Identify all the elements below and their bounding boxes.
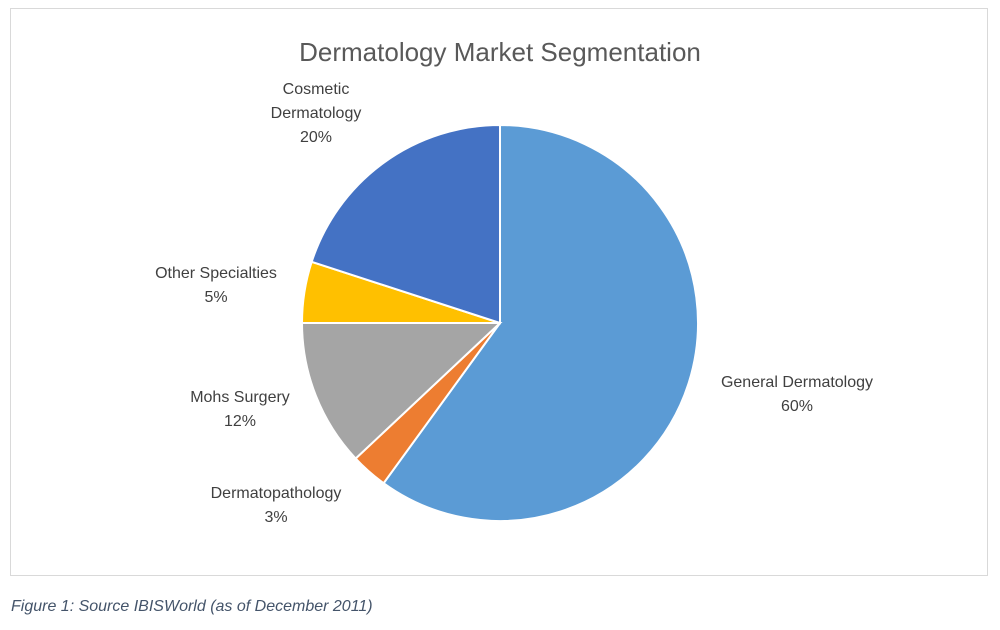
slice-label-value: 5% — [204, 289, 228, 306]
pie-slice-cosmetic-dermatology — [310, 123, 501, 325]
slice-label-value: 20% — [299, 129, 333, 146]
chart-title: Dermatology Market Segmentation — [299, 37, 701, 67]
slice-label-name: Cosmetic — [282, 81, 350, 98]
slice-label-general-dermatology: General Dermatology 60% — [721, 371, 873, 419]
slice-label-value: 3% — [264, 509, 288, 526]
slice-label-name: Dermatopathology — [210, 485, 342, 502]
slice-label-name: General Dermatology — [720, 374, 874, 391]
chart-frame: Dermatology Market Segmentation General … — [10, 8, 988, 576]
slice-label-other-specialties: Other Specialties 5% — [155, 262, 277, 310]
slice-label-name: Mohs Surgery — [190, 389, 290, 406]
slice-label-cosmetic-dermatology: Cosmetic Dermatology 20% — [271, 78, 362, 150]
pie-chart — [300, 123, 699, 522]
slice-label-dermatopathology: Dermatopathology 3% — [211, 482, 342, 530]
figure-caption: Figure 1: Source IBISWorld (as of Decemb… — [11, 598, 373, 615]
pie-slice-mohs-surgery — [300, 322, 503, 460]
slice-label-mohs-surgery: Mohs Surgery 12% — [190, 386, 290, 434]
slice-label-name: Dermatology — [270, 105, 362, 122]
slice-label-name: Other Specialties — [155, 265, 277, 282]
pie-slice-general-dermatology — [382, 123, 699, 522]
slice-label-value: 12% — [223, 413, 257, 430]
slice-label-value: 60% — [780, 398, 814, 415]
